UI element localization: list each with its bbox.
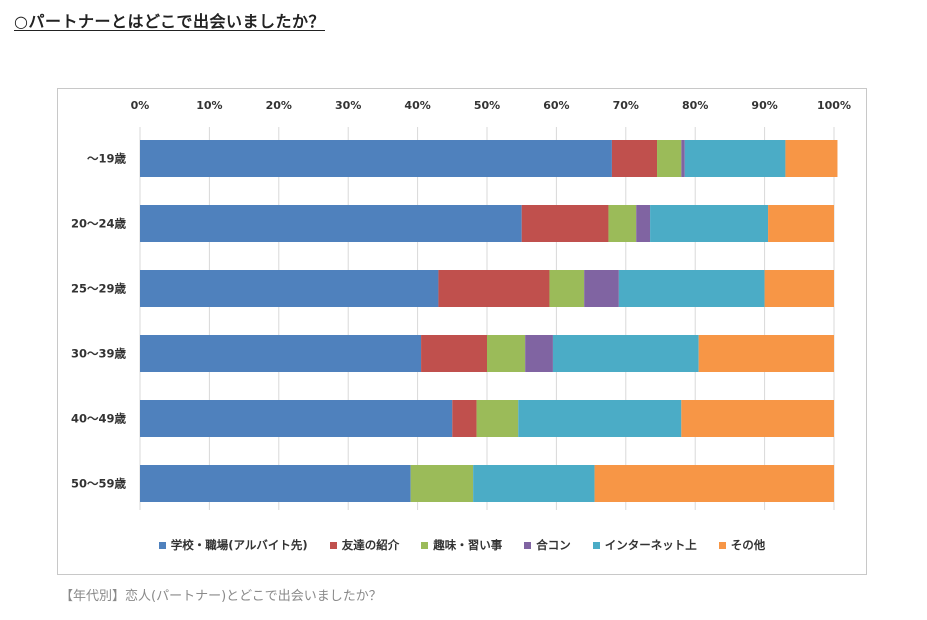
bar-segment <box>421 335 487 372</box>
bar-segment <box>768 205 834 242</box>
legend-item: 友達の紹介 <box>329 537 400 553</box>
bar-segment <box>636 205 651 242</box>
bar-segment <box>684 140 786 177</box>
page-heading: ○パートナーとはどこで出会いましたか？ <box>14 12 325 31</box>
legend-item: 合コン <box>524 537 571 553</box>
bar-segment <box>681 140 685 177</box>
x-tick-label: 20% <box>266 99 292 112</box>
legend-label: インターネット上 <box>604 538 697 552</box>
x-tick-label: 0% <box>131 99 150 112</box>
stacked-bar-chart: 0% 10% 20% 30% 40% 50% 60% 70% 80% 90% 100% ～19歳 20～… <box>71 99 851 510</box>
legend-swatch <box>421 541 429 549</box>
x-tick-label: 60% <box>543 99 569 112</box>
chart-legend: 学校・職場(アルバイト先) 友達の紹介 趣味・習い事 合コン インターネット上 その他 <box>58 537 866 553</box>
bar-segment <box>438 270 550 307</box>
legend-label: その他 <box>730 538 766 552</box>
legend-item: インターネット上 <box>592 537 697 553</box>
x-tick-label: 50% <box>474 99 500 112</box>
x-tick-label: 80% <box>682 99 708 112</box>
x-tick-label: 10% <box>196 99 222 112</box>
legend-label: 趣味・習い事 <box>433 538 503 552</box>
legend-label: 友達の紹介 <box>341 538 400 552</box>
legend-label: 学校・職場(アルバイト先) <box>170 538 308 552</box>
bar-segment <box>594 465 834 502</box>
bar-segment <box>452 400 477 437</box>
category-label: 25～29歳 <box>71 282 127 296</box>
bar-segment <box>618 270 765 307</box>
legend-swatch <box>158 541 166 549</box>
category-label: ～19歳 <box>87 152 127 166</box>
bar-segment <box>473 465 595 502</box>
chart-frame: 0% 10% 20% 30% 40% 50% 60% 70% 80% 90% 100% ～19歳 20～… <box>57 88 867 575</box>
x-tick-label: 30% <box>335 99 361 112</box>
legend-item: 学校・職場(アルバイト先) <box>158 537 308 553</box>
legend-label: 合コン <box>536 538 571 552</box>
legend-item: その他 <box>718 537 766 553</box>
category-label: 30～39歳 <box>71 347 127 361</box>
bar-segment <box>611 140 658 177</box>
category-label: 50～59歳 <box>71 477 127 491</box>
bar-segment <box>698 335 834 372</box>
bar-segment <box>785 140 838 177</box>
bar-segment <box>650 205 769 242</box>
legend-swatch <box>592 541 600 549</box>
bar-segment <box>608 205 637 242</box>
category-label: 20～24歳 <box>71 217 127 231</box>
bar-segment <box>140 465 411 502</box>
legend-swatch <box>524 541 532 549</box>
bar-segment <box>476 400 519 437</box>
x-tick-label: 40% <box>404 99 430 112</box>
bar-segment <box>140 335 422 372</box>
bar-segment <box>681 400 834 437</box>
legend-swatch <box>718 541 726 549</box>
x-tick-label: 90% <box>751 99 777 112</box>
bar-segment <box>410 465 474 502</box>
bar-segment <box>140 140 612 177</box>
bar-segment <box>487 335 526 372</box>
x-tick-label: 100% <box>817 99 851 112</box>
bar-segment <box>657 140 682 177</box>
bar-segment <box>521 205 609 242</box>
bar-segment <box>140 205 522 242</box>
bar-segment <box>140 400 453 437</box>
bar-segment <box>764 270 834 307</box>
category-label: 40～49歳 <box>71 412 127 426</box>
bar-segment <box>140 270 439 307</box>
bar-segment <box>584 270 619 307</box>
bar-segment <box>552 335 699 372</box>
bar-segment <box>549 270 585 307</box>
bar-segment <box>525 335 553 372</box>
figure-caption: 【年代別】恋人(パートナー)とどこで出会いましたか？ <box>60 589 382 604</box>
legend-swatch <box>329 541 337 549</box>
x-tick-label: 70% <box>613 99 639 112</box>
bar-segment <box>518 400 682 437</box>
legend-item: 趣味・習い事 <box>421 537 502 553</box>
